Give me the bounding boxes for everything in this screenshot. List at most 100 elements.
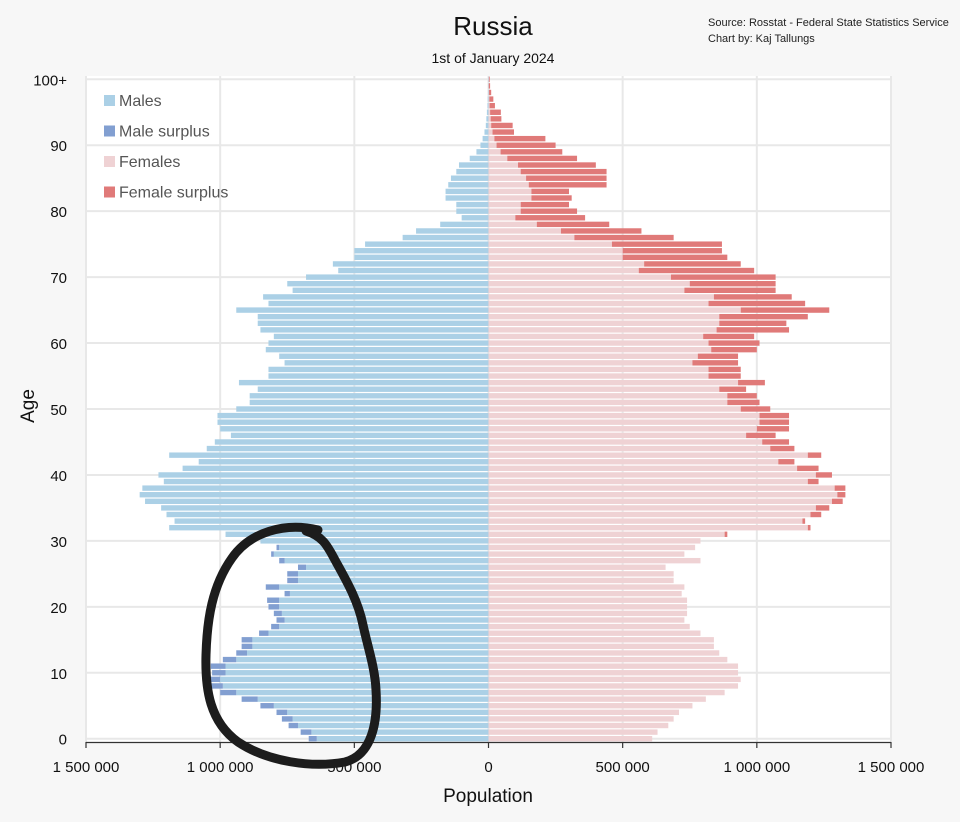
bar-male-age-87 [458,162,489,168]
bar-female-age-94 [488,116,491,122]
bar-female-surplus-age-34 [810,511,822,518]
bar-female-age-55 [488,373,709,379]
bar-female-surplus-age-31 [724,531,728,537]
bar-female-age-76 [488,234,575,241]
bar-female-surplus-age-47 [756,426,790,432]
bar-female-age-37 [488,492,838,498]
bar-male-age-39 [163,478,489,485]
bar-female-age-32 [488,524,808,531]
legend-label: Male surplus [119,124,210,141]
bar-female-age-51 [488,399,728,406]
bar-female-age-41 [488,465,798,472]
bar-female-surplus-age-93 [491,122,513,129]
bar-female-surplus-age-58 [697,353,739,359]
bar-female-age-58 [488,353,698,359]
bar-male-age-82 [445,195,489,201]
bar-male-surplus-age-11 [210,663,226,669]
bar-female-surplus-age-71 [638,267,755,274]
axes: 1 500 000 1 000 000 500 000 0 500 000 1 000 0… [33,72,924,776]
bar-male-age-47 [220,426,489,432]
bar-male-surplus-age-19 [273,610,282,617]
bar-female-surplus-age-57 [692,360,739,366]
bar-male-surplus-age-9 [204,676,221,683]
bar-male-age-97 [487,96,489,102]
bar-male-age-63 [257,320,489,326]
bar-male-surplus-age-29 [276,544,280,551]
bar-female-age-96 [488,102,490,109]
bar-male-age-1 [311,729,489,735]
bar-female-age-17 [488,623,690,630]
bar-female-age-57 [488,360,693,366]
x-tick-label: 500 000 [596,759,650,776]
bar-male-age-84 [448,182,489,188]
bar-male-age-26 [306,564,489,570]
bar-male-age-41 [182,465,489,472]
bar-male-age-95 [486,109,489,115]
credit-note: Chart by: Kaj Tallungs [708,33,815,45]
bar-female-age-64 [488,313,720,320]
bar-female-age-18 [488,617,685,623]
x-axis-label: Population [443,786,533,807]
bar-male-age-88 [469,155,489,162]
bar-female-age-66 [488,300,709,307]
bar-male-age-93 [485,122,489,129]
bar-female-age-29 [488,544,696,551]
bar-female-age-31 [488,531,725,537]
bar-female-age-86 [488,168,521,175]
bar-male-age-5 [273,703,489,709]
bar-male-age-69 [287,281,489,287]
bar-male-age-48 [217,419,489,425]
bar-male-age-27 [284,557,489,564]
bar-female-age-4 [488,709,680,716]
bar-female-age-26 [488,564,666,570]
source-note: Source: Rosstat - Federal State Statisti… [708,17,949,29]
bar-male-surplus-age-0 [308,736,317,742]
legend-swatch [104,186,115,198]
bar-male-age-60 [268,340,489,346]
bar-male-age-12 [236,656,489,663]
bar-male-age-77 [416,228,489,234]
bar-male-age-9 [220,676,489,683]
bar-female-surplus-age-61 [703,333,755,340]
y-tick-label: 50 [50,402,67,419]
bar-male-surplus-age-27 [279,557,285,564]
bar-female-surplus-age-72 [644,261,741,267]
y-tick-label: 100+ [33,72,67,89]
bar-male-age-11 [225,663,489,669]
bar-female-surplus-age-84 [528,182,607,188]
bar-female-surplus-age-33 [802,518,806,524]
bar-female-surplus-age-37 [837,492,846,498]
bar-female-age-3 [488,716,674,722]
bar-female-age-19 [488,610,688,617]
bar-female-age-85 [488,175,527,181]
bar-male-age-45 [214,439,489,445]
bar-female-age-70 [488,274,671,280]
bar-female-age-24 [488,577,674,584]
bars [139,76,846,742]
bar-female-surplus-age-64 [719,313,808,320]
bar-female-age-59 [488,346,712,353]
bar-male-age-86 [456,168,489,175]
bar-male-age-23 [279,584,489,590]
chart-subtitle: 1st of January 2024 [432,50,555,66]
legend-label: Males [119,93,162,110]
bar-male-age-61 [273,333,489,340]
bar-female-surplus-age-79 [515,215,586,221]
bar-female-surplus-age-43 [807,452,822,458]
bar-female-surplus-age-83 [531,188,569,195]
bar-female-age-9 [488,676,741,683]
bar-male-age-83 [445,188,489,195]
bar-female-age-87 [488,162,519,168]
bar-female-surplus-age-54 [738,379,765,386]
bar-female-surplus-age-66 [708,300,806,307]
bar-male-age-34 [166,511,489,518]
bar-female-surplus-age-81 [520,201,569,208]
bar-female-age-21 [488,597,688,603]
bar-male-age-22 [289,590,489,597]
bar-male-age-55 [268,373,489,379]
bar-female-age-93 [488,122,492,129]
bar-male-surplus-age-6 [241,696,258,702]
bar-male-age-25 [297,571,489,577]
bar-female-surplus-age-99 [488,83,491,89]
